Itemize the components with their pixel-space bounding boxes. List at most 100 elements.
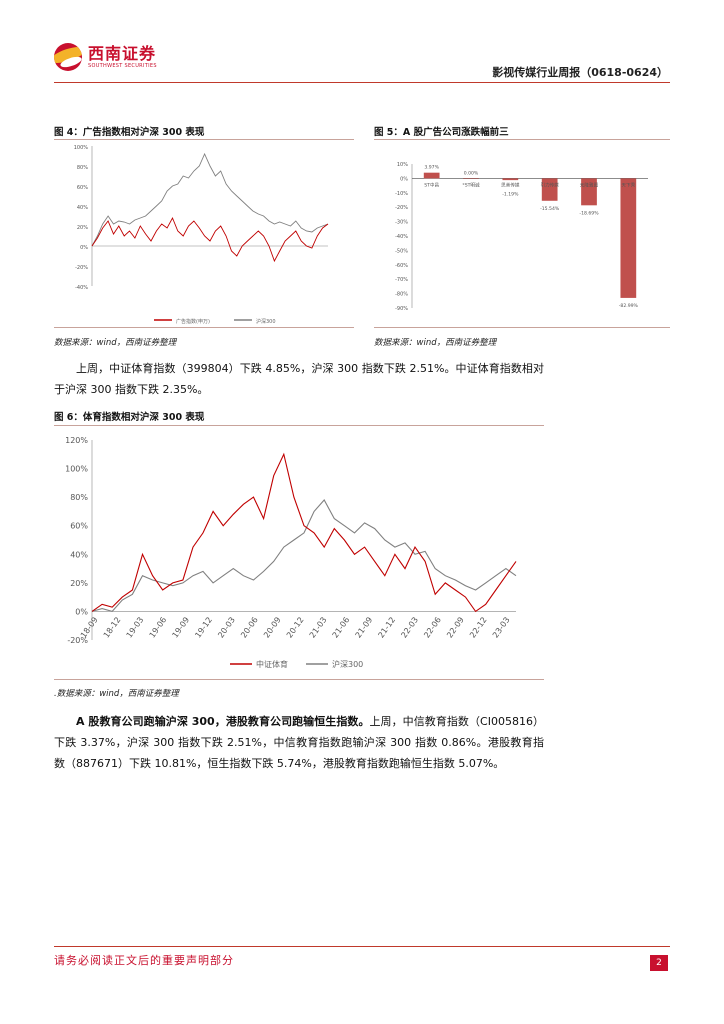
- data-label: -18.69%: [579, 210, 599, 216]
- figure5-chart: 10% 0% -10% -20% -30% -40% -50% -60% -70% -80% -90…: [395, 162, 648, 312]
- category-label: ST中昌: [424, 181, 439, 188]
- paragraph-education-body: 上周，中信教育指数（CI005816）下跌 3.37%，沪深 300 指数下跌 …: [54, 715, 544, 770]
- x-tick-label: 22-06: [422, 615, 443, 639]
- series-line: [91, 152, 329, 247]
- report-title: 影视传媒行业周报（0618-0624）: [492, 66, 668, 79]
- legend-label: 沪深300: [332, 659, 363, 669]
- y-tick-label: -50%: [395, 248, 408, 254]
- y-tick-label: 100%: [65, 465, 88, 474]
- x-tick-label: 19-12: [193, 615, 214, 639]
- series-line: [91, 499, 517, 613]
- x-tick-label: 22-03: [399, 615, 420, 639]
- legend-label: 沪深300: [256, 318, 276, 325]
- series-line: [91, 216, 329, 263]
- x-tick-label: 22-09: [445, 615, 466, 639]
- category-label: 天下秀: [621, 181, 635, 188]
- y-tick-label: 100%: [74, 145, 89, 151]
- y-tick-label: -20%: [395, 205, 408, 211]
- figure6-source: .数据来源：wind，西南证券整理: [54, 689, 179, 699]
- figure4-source: 数据来源：wind，西南证券整理: [54, 338, 177, 348]
- x-tick-label: 22-12: [468, 615, 489, 639]
- x-tick-label: 23-03: [491, 615, 512, 639]
- x-tick-label: 20-06: [239, 615, 260, 639]
- figure4-chart: 100% 80% 60% 40% 20% 0% -20% -40% 广告指数(申万) 沪深300: [74, 145, 329, 325]
- header-divider: [54, 82, 670, 83]
- y-tick-label: -10%: [395, 191, 408, 197]
- figure4-bottom-rule: [54, 327, 354, 328]
- legend-label: 广告指数(申万): [176, 318, 210, 325]
- data-label: -1.19%: [502, 191, 519, 197]
- category-label: *ST明诚: [462, 181, 480, 188]
- x-tick-label: 21-03: [308, 615, 329, 639]
- logo-english-name: SOUTHWEST SECURITIES: [88, 62, 157, 69]
- bar: [463, 178, 479, 179]
- y-tick-label: 10%: [397, 162, 408, 168]
- figure6-top-rule: [54, 425, 544, 426]
- figure6-chart: 120%100%80%60%40%20%0%-20%18-09 18-12 19-0…: [65, 436, 517, 669]
- figure6-title: 图 6：体育指数相对沪深 300 表现: [54, 412, 205, 423]
- legend-label: 中证体育: [256, 659, 288, 669]
- x-tick-label: 20-12: [285, 615, 306, 639]
- x-tick-label: 20-09: [262, 615, 283, 639]
- paragraph-education-index: A 股教育公司跑输沪深 300，港股教育公司跑输恒生指数。上周，中信教育指数（C…: [54, 711, 544, 774]
- x-tick-label: 21-12: [376, 615, 397, 639]
- bar: [620, 178, 637, 298]
- y-tick-label: 80%: [77, 165, 88, 171]
- y-tick-label: 40%: [70, 550, 88, 559]
- y-tick-label: 0%: [80, 245, 88, 251]
- y-tick-label: -60%: [395, 263, 408, 269]
- x-tick-label: 20-03: [216, 615, 237, 639]
- y-tick-label: 40%: [77, 205, 88, 211]
- footer-divider: [54, 946, 670, 947]
- y-tick-label: 20%: [77, 225, 88, 231]
- x-tick-label: 18-09: [79, 615, 100, 639]
- y-tick-label: 80%: [70, 493, 88, 502]
- data-label: -82.99%: [619, 303, 639, 309]
- y-tick-label: -40%: [75, 285, 88, 291]
- y-tick-label: -20%: [75, 265, 88, 271]
- y-tick-label: 120%: [65, 436, 88, 445]
- y-tick-label: -20%: [67, 636, 88, 645]
- figure5-top-rule: [374, 139, 670, 140]
- data-label: 3.97%: [424, 165, 439, 171]
- figure4-top-rule: [54, 139, 354, 140]
- y-tick-label: -90%: [395, 306, 408, 312]
- category-label: 思美传媒: [501, 181, 520, 188]
- data-label: -15.54%: [540, 206, 560, 212]
- x-tick-label: 19-09: [170, 615, 191, 639]
- logo-emblem-icon: [54, 43, 82, 71]
- paragraph-education-lead: A 股教育公司跑输沪深 300，港股教育公司跑输恒生指数。: [76, 715, 370, 728]
- y-tick-label: -30%: [395, 220, 408, 226]
- y-tick-label: 20%: [70, 579, 88, 588]
- category-label: 引力传媒: [540, 181, 559, 188]
- figure4-title: 图 4：广告指数相对沪深 300 表现: [54, 127, 205, 138]
- figure6-bottom-rule: [54, 679, 544, 680]
- figure5-bottom-rule: [374, 327, 670, 328]
- y-tick-label: 60%: [77, 185, 88, 191]
- series-line: [91, 452, 517, 613]
- category-label: 元隆雅图: [580, 181, 599, 188]
- y-tick-label: 0%: [400, 176, 408, 182]
- y-tick-label: -70%: [395, 277, 408, 283]
- bar: [502, 178, 519, 181]
- x-tick-label: 21-09: [354, 615, 375, 639]
- x-tick-label: 18-12: [102, 615, 123, 639]
- bar: [541, 178, 558, 201]
- figure5-title: 图 5：A 股广告公司涨跌幅前三: [374, 127, 509, 138]
- x-tick-label: 19-06: [148, 615, 169, 639]
- data-label: 0.00%: [464, 170, 479, 176]
- footer-disclaimer: 请务必阅读正文后的重要声明部分: [54, 954, 234, 967]
- bar: [423, 172, 440, 179]
- page-number: 2: [650, 955, 668, 971]
- bar: [581, 178, 597, 206]
- figure5-source: 数据来源：wind，西南证券整理: [374, 338, 497, 348]
- y-tick-label: -80%: [395, 292, 408, 298]
- y-tick-label: -40%: [395, 234, 408, 240]
- x-tick-label: 21-06: [331, 615, 352, 639]
- paragraph-sports-index: 上周，中证体育指数（399804）下跌 4.85%，沪深 300 指数下跌 2.…: [54, 362, 544, 396]
- logo-chinese-name: 西南证券: [88, 43, 157, 63]
- x-tick-label: 19-03: [125, 615, 146, 639]
- y-tick-label: 0%: [75, 607, 88, 616]
- y-tick-label: 60%: [70, 522, 88, 531]
- company-logo: 西南证券 SOUTHWEST SECURITIES: [54, 43, 157, 71]
